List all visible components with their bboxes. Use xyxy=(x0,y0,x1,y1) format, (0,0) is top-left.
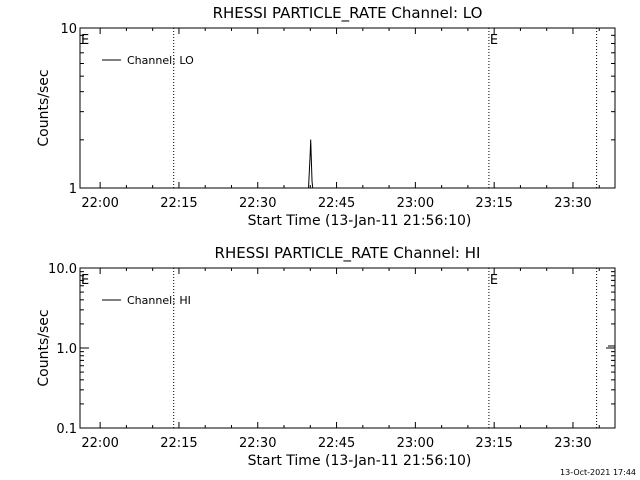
chart-title: RHESSI PARTICLE_RATE Channel: LO xyxy=(213,4,483,23)
event-marker-label: E xyxy=(490,273,498,288)
data-series-line xyxy=(308,139,314,189)
plot-frame xyxy=(79,27,616,189)
x-tick-label: 22:45 xyxy=(318,196,355,211)
legend-entry: Channel: HI xyxy=(127,294,191,307)
x-tick-label: 23:30 xyxy=(554,196,591,211)
x-tick-label: 22:30 xyxy=(239,436,276,451)
chart-panel-2: RHESSI PARTICLE_RATE Channel: HI 22:00 22:… xyxy=(36,244,616,469)
start-marker-label: E xyxy=(81,33,89,48)
data-point xyxy=(309,154,311,156)
data-point xyxy=(308,187,309,189)
legend-entry: Channel: LO xyxy=(127,54,194,67)
y-tick-label: 1.0 xyxy=(56,342,77,357)
x-tick-label: 22:15 xyxy=(160,196,197,211)
plot-frame xyxy=(79,267,616,429)
y-tick-label: 10 xyxy=(60,22,77,37)
x-tick-label: 22:00 xyxy=(81,196,118,211)
data-point xyxy=(309,169,310,171)
x-tick-label: 23:15 xyxy=(475,196,512,211)
y-tick-label: 1 xyxy=(69,182,77,197)
data-point xyxy=(311,180,313,182)
event-marker-label: E xyxy=(490,33,498,48)
x-tick-label: 22:15 xyxy=(160,436,197,451)
chart-title: RHESSI PARTICLE_RATE Channel: HI xyxy=(215,244,481,263)
chart-panel-1: RHESSI PARTICLE_RATE Channel: LO 22:00 22:… xyxy=(36,4,616,229)
x-tick-label: 22:30 xyxy=(239,196,276,211)
x-tick-label: 23:00 xyxy=(397,196,434,211)
start-marker-label: E xyxy=(81,273,89,288)
x-tick-label: 23:15 xyxy=(475,436,512,451)
y-axis-label: Counts/sec xyxy=(36,69,52,146)
y-axis-label: Counts/sec xyxy=(36,309,52,386)
timestamp-label: 13-Oct-2021 17:44 xyxy=(560,468,636,477)
x-tick-label: 23:30 xyxy=(554,436,591,451)
y-tick-label: 10.0 xyxy=(48,262,77,277)
data-point xyxy=(310,139,312,141)
data-point xyxy=(312,187,314,189)
x-tick-label: 22:45 xyxy=(318,436,355,451)
x-axis-label: Start Time (13-Jan-11 21:56:10) xyxy=(248,453,472,469)
x-tick-label: 22:00 xyxy=(81,436,118,451)
y-tick-label: 0.1 xyxy=(56,422,77,437)
data-point xyxy=(310,159,312,161)
x-tick-label: 23:00 xyxy=(397,436,434,451)
x-axis-label: Start Time (13-Jan-11 21:56:10) xyxy=(248,213,472,229)
